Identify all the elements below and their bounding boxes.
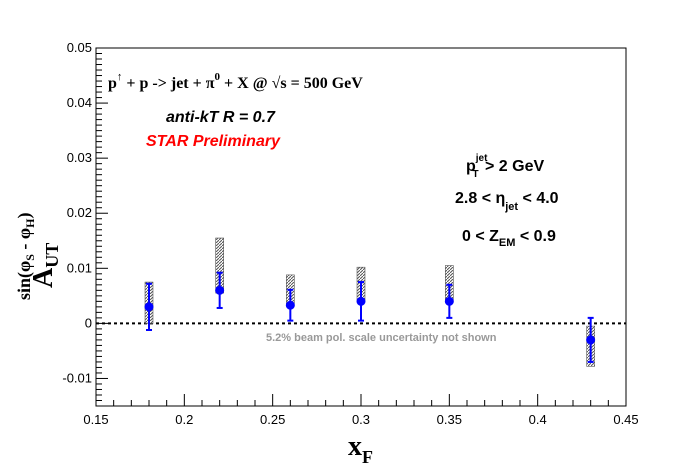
reaction-end: + X @ √s = 500 GeV [220, 75, 363, 92]
x-tick-label: 0.15 [83, 412, 108, 427]
pt-main: p [466, 158, 476, 175]
y-axis-sup-s: S [23, 254, 37, 261]
pt-cut-label: pjet T > 2 GeV [466, 153, 544, 180]
pt-sub: T [472, 169, 478, 180]
data-point [586, 335, 596, 345]
data-point [285, 300, 295, 310]
x-axis-label: xF [348, 431, 373, 467]
y-tick-label: 0.02 [67, 205, 92, 220]
data-point [215, 285, 225, 295]
y-tick-labels: -0.01 0 0.01 0.02 0.03 0.04 0.05 [62, 40, 92, 385]
x-tick-label: 0.2 [175, 412, 193, 427]
eta-end: < 4.0 [518, 190, 559, 207]
y-tick-label: 0 [85, 315, 92, 330]
y-axis-label: AUT sin(φS - φH) [14, 212, 62, 300]
star-preliminary-label: STAR Preliminary [146, 133, 281, 150]
eta-sub: jet [504, 201, 518, 213]
y-tick-label: 0.01 [67, 260, 92, 275]
y-axis-label-main: A [28, 267, 59, 288]
zem-end: < 0.9 [515, 228, 556, 245]
x-tick-label: 0.4 [529, 412, 547, 427]
reaction-mid: + p -> jet + π [122, 75, 214, 92]
y-tick-label: -0.01 [62, 370, 92, 385]
reaction-up: ↑ [117, 71, 123, 83]
x-tick-label: 0.35 [437, 412, 462, 427]
svg-text:sin(φS - φH): sin(φS - φH) [14, 212, 37, 300]
error-bars [146, 271, 594, 363]
y-tick-label: 0.05 [67, 40, 92, 55]
x-axis-label-main: x [348, 431, 362, 462]
y-axis-label-sub: UT [42, 243, 62, 268]
y-tick-label: 0.03 [67, 150, 92, 165]
svg-text:AUT: AUT [28, 243, 62, 288]
y-axis-sup-h: H [23, 218, 37, 228]
data-point [144, 302, 154, 312]
x-tick-label: 0.3 [352, 412, 370, 427]
pt-end: > 2 GeV [481, 158, 545, 175]
zem-cut-label: 0 < ZEM < 0.9 [462, 228, 556, 249]
data-markers [144, 285, 596, 345]
y-axis-sup-mid: - φ [14, 228, 34, 254]
data-point [444, 296, 454, 306]
eta-cut-label: 2.8 < ηjet < 4.0 [455, 190, 559, 213]
data-point [356, 296, 366, 306]
y-tick-label: 0.04 [67, 95, 92, 110]
reaction-p: p [108, 75, 117, 92]
reaction-label: p↑ + p -> jet + π0 + X @ √s = 500 GeV [108, 71, 363, 92]
x-tick-label: 0.25 [260, 412, 285, 427]
beam-polarization-note: 5.2% beam pol. scale uncertainty not sho… [266, 332, 497, 344]
plot-frame [95, 47, 627, 407]
eta-start: 2.8 < η [455, 190, 505, 207]
y-axis-sup-end: ) [14, 212, 35, 218]
systematic-bands [144, 237, 595, 367]
algorithm-label: anti-kT R = 0.7 [166, 109, 276, 126]
reaction-zero: 0 [215, 71, 221, 83]
y-axis-sup-start: sin(φ [14, 261, 35, 300]
zem-sub: EM [499, 237, 516, 249]
x-tick-label: 0.45 [613, 412, 638, 427]
axis-ticks [95, 47, 627, 407]
x-axis-label-sub: F [362, 447, 373, 467]
x-tick-labels: 0.15 0.2 0.25 0.3 0.35 0.4 0.45 [83, 412, 638, 427]
pt-sup: jet [475, 153, 488, 164]
zem-start: 0 < Z [462, 228, 499, 245]
